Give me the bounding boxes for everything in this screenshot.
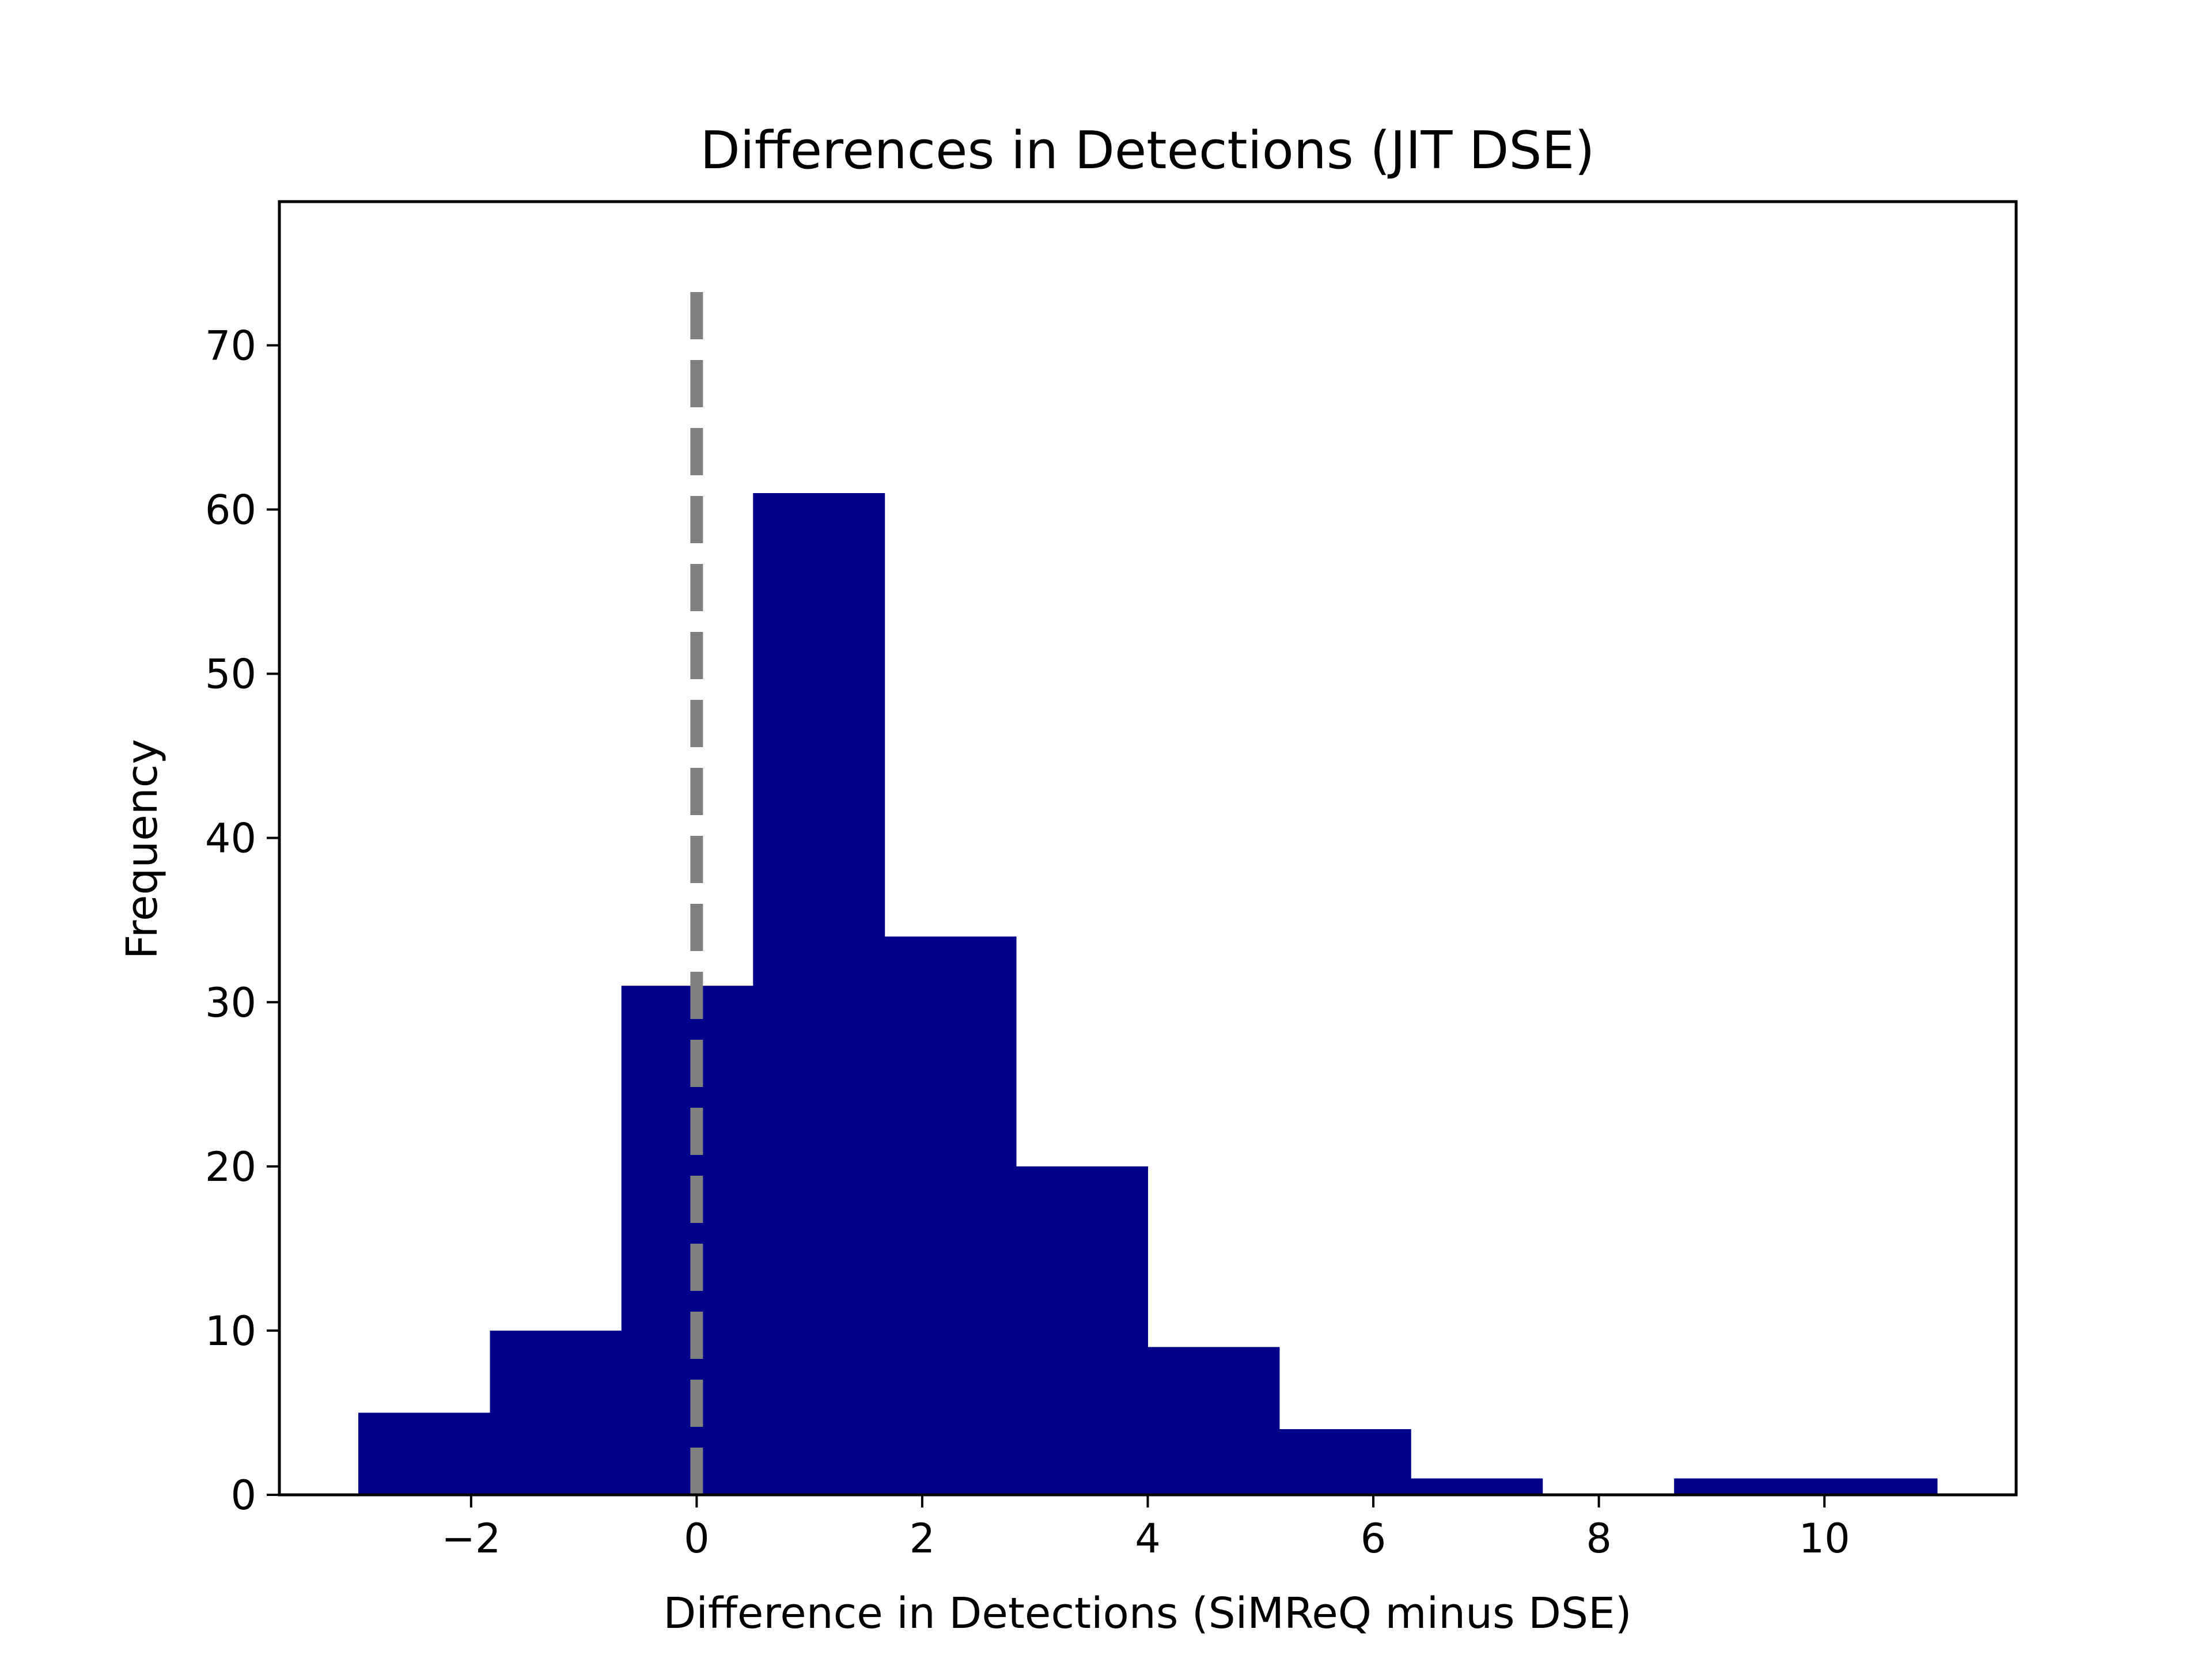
- y-tick-label: 70: [205, 322, 256, 369]
- y-axis: 0 10 20 30 40 50 60 70: [205, 322, 279, 1519]
- histogram-bar: [884, 936, 1017, 1495]
- histogram-bar: [1279, 1429, 1411, 1495]
- histogram-bar: [1411, 1478, 1543, 1495]
- x-tick-label: 10: [1799, 1515, 1850, 1562]
- y-tick-label: 50: [205, 651, 256, 698]
- x-tick-label: −2: [441, 1515, 501, 1562]
- y-tick-label: 60: [205, 487, 256, 534]
- y-tick-label: 20: [205, 1143, 256, 1191]
- x-tick-label: 0: [684, 1515, 710, 1562]
- chart-title: Differences in Detections (JIT DSE): [700, 120, 1594, 181]
- x-tick-label: 4: [1135, 1515, 1161, 1562]
- bars-group: [358, 493, 1938, 1495]
- histogram-bar: [1016, 1166, 1148, 1495]
- y-tick-label: 10: [205, 1308, 256, 1355]
- histogram-bar: [1805, 1478, 1938, 1495]
- histogram-bar: [1674, 1478, 1806, 1495]
- histogram-bar: [490, 1330, 622, 1495]
- histogram-bar: [358, 1412, 491, 1495]
- histogram-bar: [1147, 1347, 1280, 1495]
- x-axis-label: Difference in Detections (SiMReQ minus D…: [663, 1589, 1631, 1638]
- x-axis: −2 0 2 4 6 8 10: [441, 1495, 1850, 1562]
- y-tick-label: 0: [230, 1472, 256, 1519]
- x-tick-label: 6: [1361, 1515, 1387, 1562]
- histogram-bar: [621, 986, 753, 1495]
- x-tick-label: 2: [910, 1515, 935, 1562]
- y-tick-label: 40: [205, 815, 256, 862]
- y-tick-label: 30: [205, 979, 256, 1027]
- y-axis-label: Frequency: [118, 739, 167, 959]
- histogram-bar: [753, 493, 885, 1495]
- x-tick-label: 8: [1586, 1515, 1612, 1562]
